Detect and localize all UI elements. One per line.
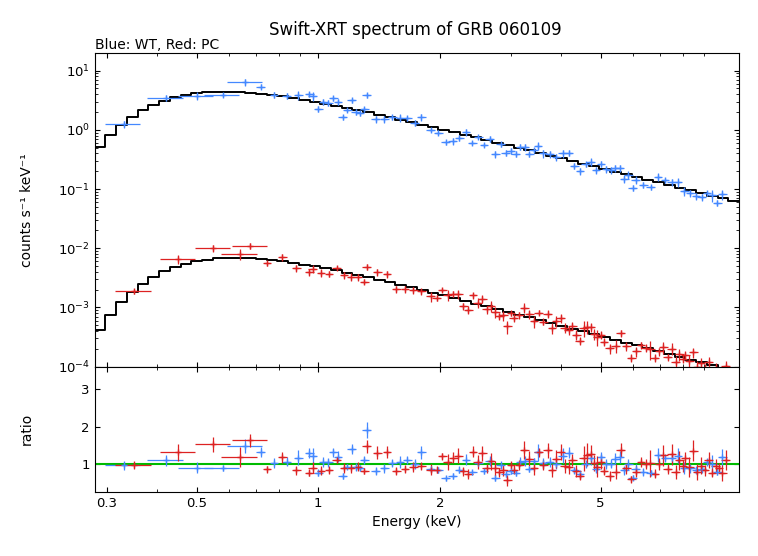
Text: Swift-XRT spectrum of GRB 060109: Swift-XRT spectrum of GRB 060109 xyxy=(269,21,562,39)
Text: Blue: WT, Red: PC: Blue: WT, Red: PC xyxy=(95,38,219,52)
Y-axis label: counts s⁻¹ keV⁻¹: counts s⁻¹ keV⁻¹ xyxy=(20,153,33,266)
X-axis label: Energy (keV): Energy (keV) xyxy=(372,515,462,529)
Y-axis label: ratio: ratio xyxy=(20,413,33,445)
